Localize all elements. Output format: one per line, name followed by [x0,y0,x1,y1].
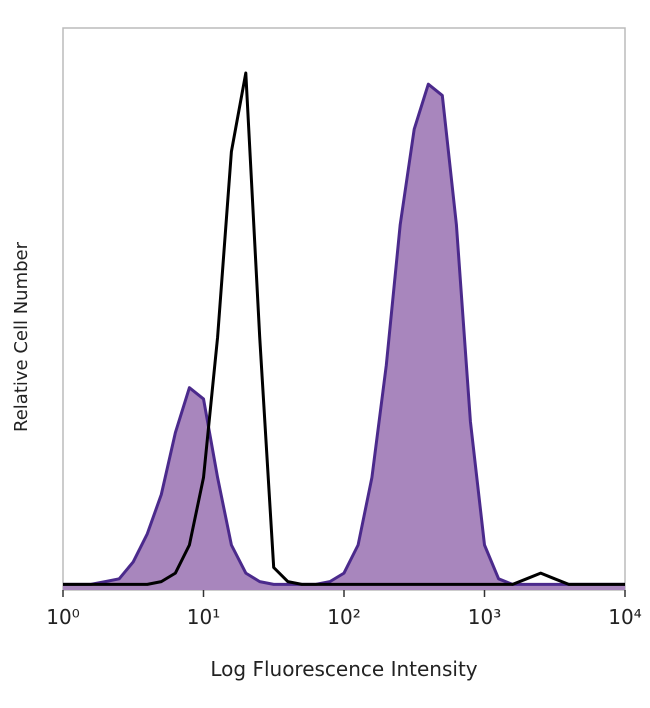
x-axis-label: Log Fluorescence Intensity [210,657,477,681]
x-tick-label: 10¹ [187,605,220,629]
x-tick-label: 10³ [468,605,501,629]
histogram-line [63,71,625,586]
x-tick-label: 10⁰ [46,605,79,629]
plot-frame [62,27,626,591]
x-tick-label: 10² [327,605,360,629]
y-axis-label: Relative Cell Number [11,241,32,432]
x-tick-label: 10⁴ [608,605,641,629]
histogram-line [63,82,625,586]
